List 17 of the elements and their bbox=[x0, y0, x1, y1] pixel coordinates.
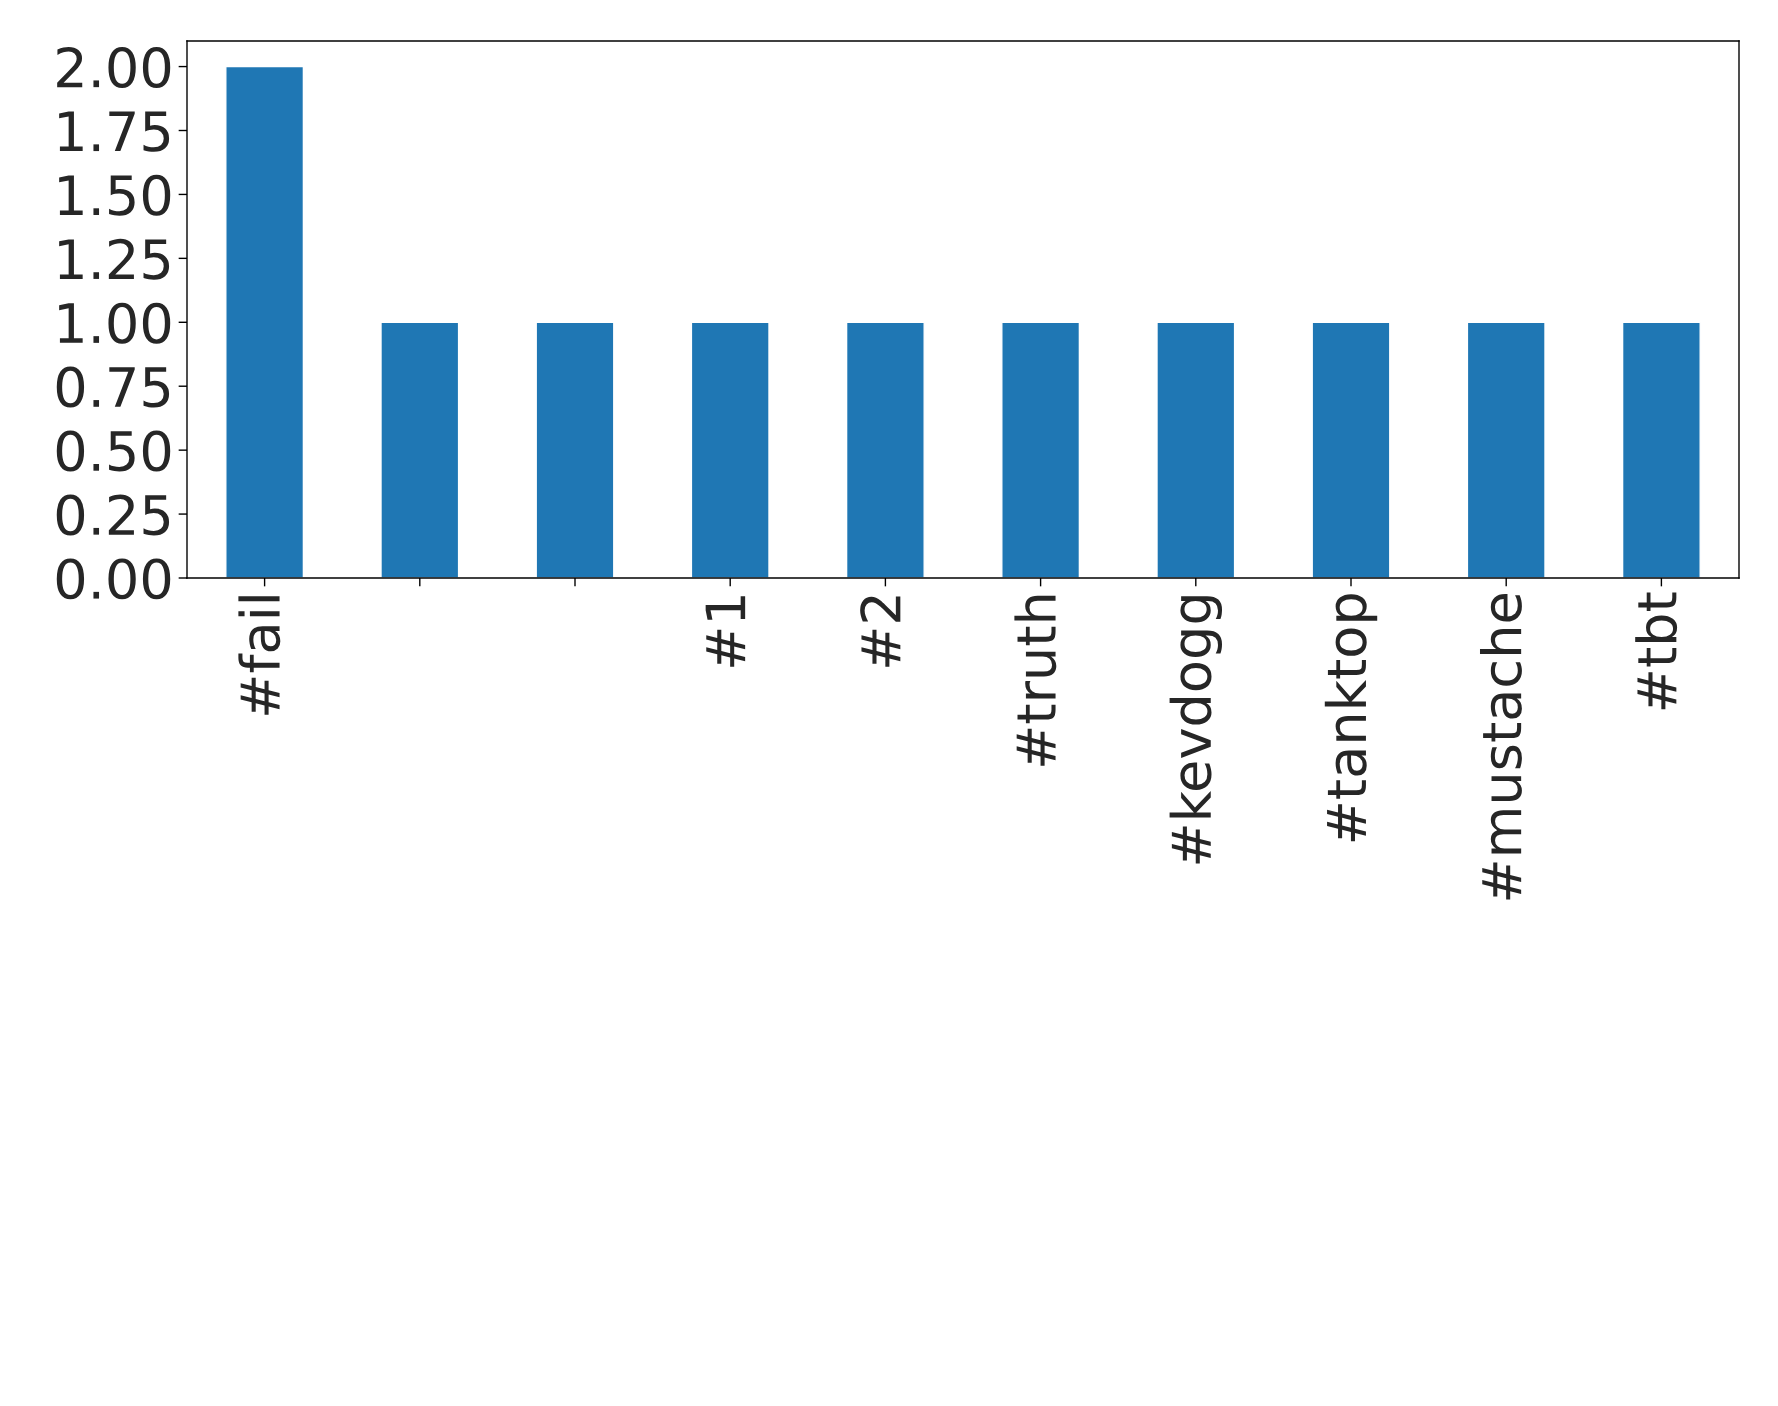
x-tick-label: #kevdogg bbox=[1169, 596, 1223, 864]
y-tick-label: 2.00 bbox=[57, 46, 171, 88]
x-tick-label: #2 bbox=[860, 596, 901, 667]
x-tick-label: #mustache bbox=[1479, 594, 1522, 900]
x-tick-label: #1 bbox=[705, 596, 746, 667]
x-tick-label: #tanktop bbox=[1324, 594, 1378, 842]
y-tick-label: 0.00 bbox=[56, 558, 171, 600]
y-tick-label: 0.75 bbox=[56, 366, 170, 408]
x-tick-label: #tbt bbox=[1635, 592, 1678, 710]
y-tick-label: 0.25 bbox=[56, 494, 170, 536]
y-tick-label: 1.00 bbox=[59, 302, 171, 344]
y-tick-label: 0.50 bbox=[56, 430, 171, 472]
x-tick-label: #truth bbox=[1014, 595, 1057, 766]
y-tick-label: 1.75 bbox=[59, 111, 170, 152]
y-tick-label: 1.25 bbox=[59, 238, 170, 280]
x-tick-label: #fail bbox=[238, 596, 281, 715]
y-tick-label: 1.50 bbox=[59, 174, 171, 216]
